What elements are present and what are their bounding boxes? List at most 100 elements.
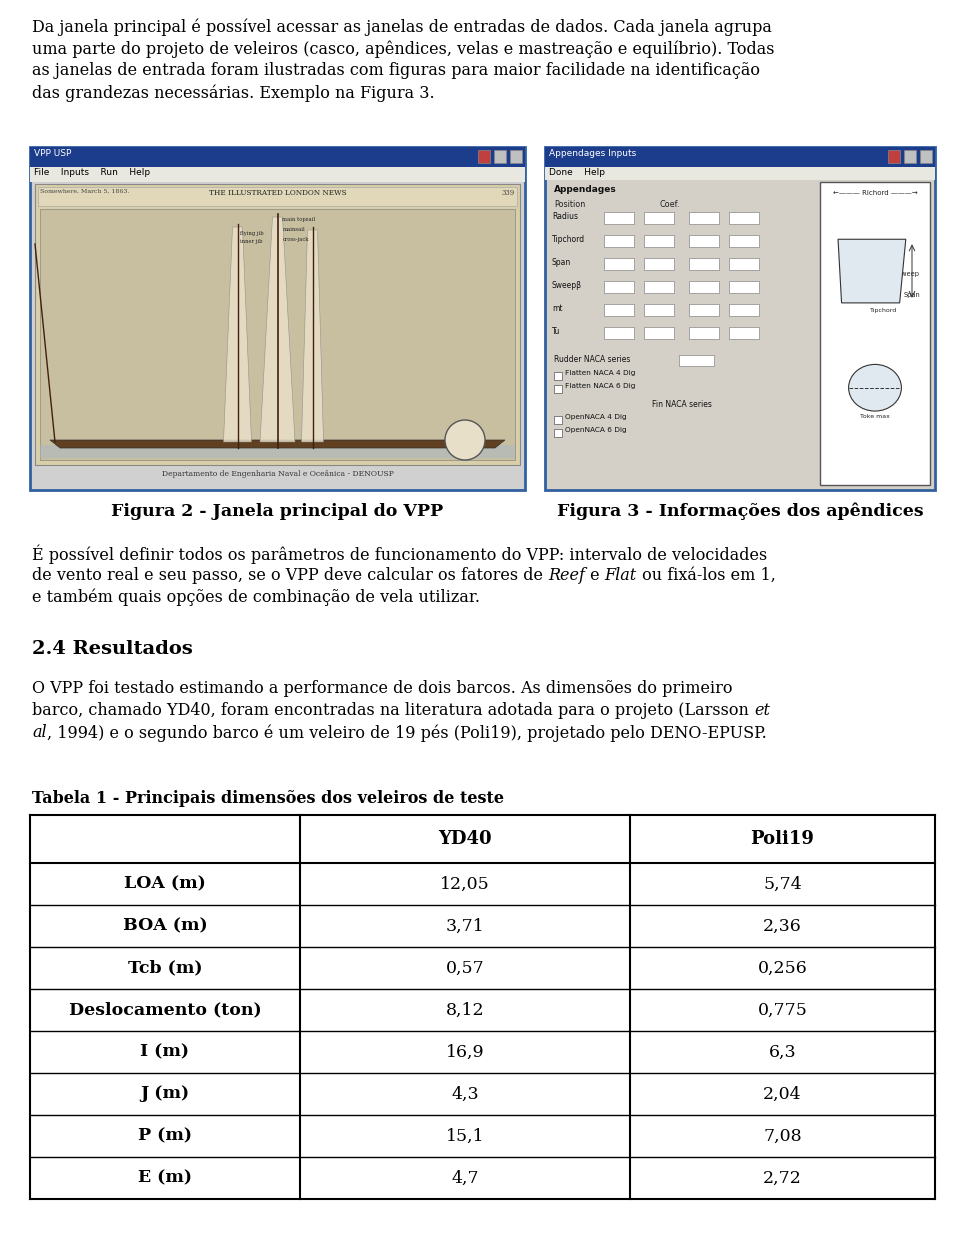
Text: 0,775: 0,775 bbox=[757, 1002, 807, 1018]
Text: barco, chamado YD40, foram encontradas na literatura adotada para o projeto (Lar: barco, chamado YD40, foram encontradas n… bbox=[32, 702, 754, 719]
Text: 4,7: 4,7 bbox=[451, 1170, 479, 1187]
Text: OpenNACA 6 Dig: OpenNACA 6 Dig bbox=[565, 427, 627, 433]
Text: 6,3: 6,3 bbox=[769, 1044, 796, 1060]
Bar bbox=[689, 234, 719, 247]
Text: É possível definir todos os parâmetros de funcionamento do VPP: intervalo de vel: É possível definir todos os parâmetros d… bbox=[32, 545, 767, 564]
Text: I (m): I (m) bbox=[140, 1044, 189, 1060]
Text: Da janela principal é possível acessar as janelas de entradas de dados. Cada jan: Da janela principal é possível acessar a… bbox=[32, 19, 772, 36]
Text: ou fixá-los em 1,: ou fixá-los em 1, bbox=[636, 566, 776, 584]
Text: Span: Span bbox=[552, 258, 571, 267]
Text: P (m): P (m) bbox=[138, 1128, 192, 1144]
Text: e: e bbox=[585, 566, 605, 584]
Bar bbox=[40, 209, 515, 460]
Text: , 1994) e o segundo barco é um veleiro de 19 pés (Poli19), projetado pelo DENO-E: , 1994) e o segundo barco é um veleiro d… bbox=[47, 724, 766, 742]
Text: O VPP foi testado estimando a performance de dois barcos. As dimensões do primei: O VPP foi testado estimando a performanc… bbox=[32, 680, 732, 697]
Text: Somewhere, March 5, 1863.: Somewhere, March 5, 1863. bbox=[40, 189, 130, 194]
Bar bbox=[554, 429, 562, 437]
Bar bbox=[644, 258, 674, 270]
Bar bbox=[689, 327, 719, 339]
Bar bbox=[888, 151, 900, 163]
Text: main topsail: main topsail bbox=[282, 217, 316, 222]
Bar bbox=[604, 304, 634, 316]
Bar bbox=[729, 258, 759, 270]
Text: 16,9: 16,9 bbox=[445, 1044, 484, 1060]
Bar bbox=[604, 234, 634, 247]
Text: Departamento de Engenharia Naval e Oceânica - DENOUSP: Departamento de Engenharia Naval e Oceân… bbox=[161, 470, 394, 478]
Text: 2,04: 2,04 bbox=[763, 1086, 802, 1102]
Bar bbox=[494, 151, 506, 163]
Text: Flatten NACA 4 Dig: Flatten NACA 4 Dig bbox=[565, 370, 636, 376]
Bar bbox=[820, 181, 930, 485]
Text: 339: 339 bbox=[502, 189, 515, 197]
Text: et: et bbox=[754, 702, 770, 719]
Bar bbox=[35, 184, 520, 465]
Text: Appendages Inputs: Appendages Inputs bbox=[549, 149, 636, 158]
Text: ←——— Richord ———→: ←——— Richord ———→ bbox=[832, 190, 918, 196]
Text: Tipchord: Tipchord bbox=[552, 234, 586, 244]
Bar bbox=[545, 147, 935, 167]
Bar bbox=[729, 212, 759, 225]
Text: de vento real e seu passo, se o VPP deve calcular os fatores de: de vento real e seu passo, se o VPP deve… bbox=[32, 566, 548, 584]
Text: 3,71: 3,71 bbox=[445, 918, 485, 934]
Text: Rudder NACA series: Rudder NACA series bbox=[554, 355, 631, 364]
Bar bbox=[604, 281, 634, 292]
Text: Flatten NACA 6 Dig: Flatten NACA 6 Dig bbox=[565, 383, 636, 389]
Text: Tipchord: Tipchord bbox=[870, 308, 898, 313]
Text: Tcb (m): Tcb (m) bbox=[128, 960, 203, 976]
Text: 8,12: 8,12 bbox=[445, 1002, 484, 1018]
Text: Done    Help: Done Help bbox=[549, 168, 605, 176]
Bar bbox=[904, 151, 916, 163]
Text: mt: mt bbox=[552, 304, 563, 313]
Bar bbox=[689, 304, 719, 316]
Text: 0,256: 0,256 bbox=[757, 960, 807, 976]
Ellipse shape bbox=[849, 364, 901, 411]
Polygon shape bbox=[260, 217, 295, 442]
Text: Poli19: Poli19 bbox=[751, 830, 814, 848]
Text: YD40: YD40 bbox=[438, 830, 492, 848]
Text: as janelas de entrada foram ilustradas com figuras para maior facilidade na iden: as janelas de entrada foram ilustradas c… bbox=[32, 62, 760, 79]
Bar bbox=[478, 151, 490, 163]
Text: LOA (m): LOA (m) bbox=[124, 875, 205, 892]
Polygon shape bbox=[838, 239, 906, 302]
Bar bbox=[554, 385, 562, 392]
Bar bbox=[729, 304, 759, 316]
Text: e também quais opções de combinação de vela utilizar.: e também quais opções de combinação de v… bbox=[32, 589, 480, 606]
Bar bbox=[644, 234, 674, 247]
Text: Toke max: Toke max bbox=[860, 415, 890, 420]
Text: Radius: Radius bbox=[552, 212, 578, 221]
Text: 2.4 Resultados: 2.4 Resultados bbox=[32, 640, 193, 658]
Text: Tabela 1 - Principais dimensões dos veleiros de teste: Tabela 1 - Principais dimensões dos vele… bbox=[32, 790, 504, 807]
Bar bbox=[38, 188, 517, 206]
Text: Coef.: Coef. bbox=[659, 200, 680, 209]
Text: Sweep: Sweep bbox=[898, 271, 920, 278]
Bar bbox=[644, 281, 674, 292]
Text: THE ILLUSTRATED LONDON NEWS: THE ILLUSTRATED LONDON NEWS bbox=[208, 189, 347, 197]
Bar bbox=[689, 258, 719, 270]
Bar bbox=[729, 234, 759, 247]
Bar bbox=[679, 355, 714, 366]
Bar bbox=[644, 212, 674, 225]
Bar bbox=[689, 212, 719, 225]
Text: uma parte do projeto de veleiros (casco, apêndices, velas e mastreação e equilíb: uma parte do projeto de veleiros (casco,… bbox=[32, 39, 775, 58]
Bar bbox=[545, 147, 935, 490]
Text: BOA (m): BOA (m) bbox=[123, 918, 207, 934]
Text: OpenNACA 4 Dig: OpenNACA 4 Dig bbox=[565, 413, 627, 420]
Bar bbox=[549, 181, 815, 485]
Text: mainsail: mainsail bbox=[282, 227, 305, 232]
Text: Figura 2 - Janela principal do VPP: Figura 2 - Janela principal do VPP bbox=[111, 503, 444, 520]
Text: Tu: Tu bbox=[552, 327, 561, 336]
Bar bbox=[554, 371, 562, 380]
Text: Sweepβ: Sweepβ bbox=[552, 281, 582, 290]
Polygon shape bbox=[224, 227, 252, 442]
Bar bbox=[689, 281, 719, 292]
Text: E (m): E (m) bbox=[138, 1170, 192, 1187]
Polygon shape bbox=[40, 445, 515, 458]
Text: flying jib: flying jib bbox=[241, 231, 264, 236]
Bar bbox=[729, 281, 759, 292]
Text: Flat: Flat bbox=[605, 566, 636, 584]
Circle shape bbox=[445, 420, 485, 460]
Text: cross-jack: cross-jack bbox=[282, 237, 309, 242]
Bar bbox=[545, 167, 935, 180]
Text: 15,1: 15,1 bbox=[445, 1128, 484, 1144]
Text: inner jib: inner jib bbox=[241, 239, 263, 244]
